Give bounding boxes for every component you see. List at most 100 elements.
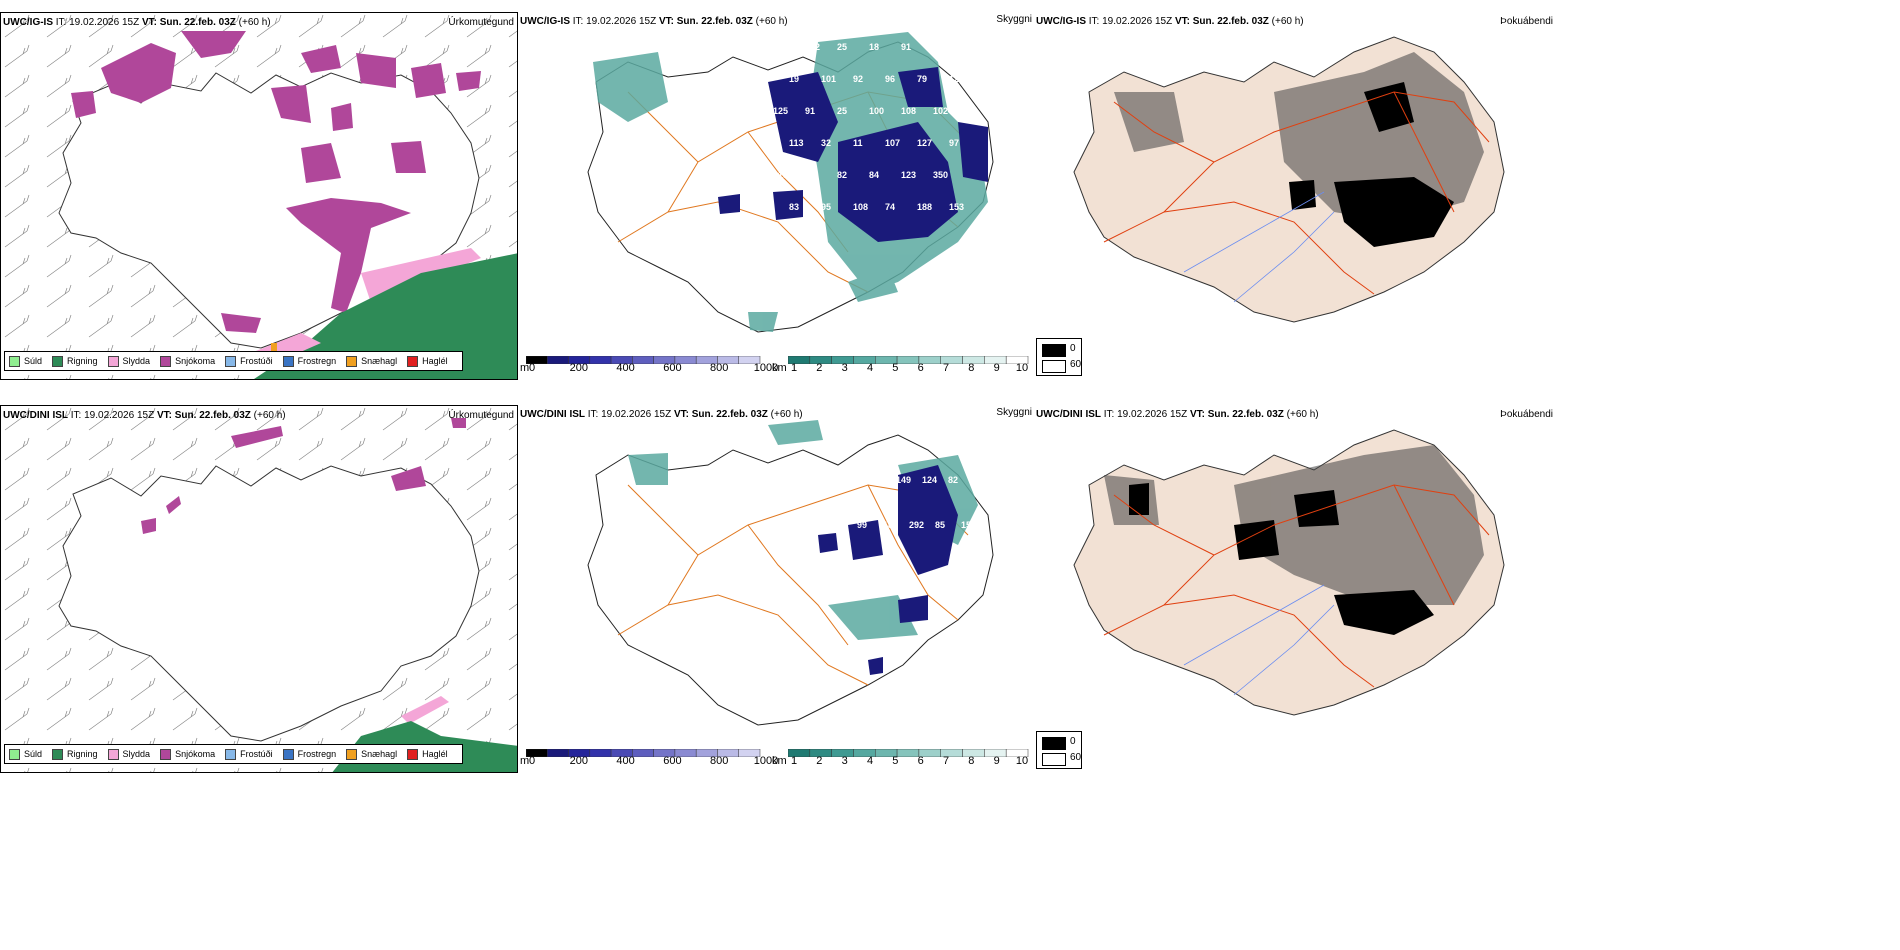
top-vis-map (587, 32, 994, 333)
visibility-height-label: 188 (917, 202, 933, 212)
visibility-height-label: 84 (869, 170, 880, 180)
colorbar-tick: 400 (616, 362, 635, 374)
visibility-height-label: 123 (901, 170, 917, 180)
top-fog-roads (1103, 91, 1490, 295)
visibility-height-label: 124 (922, 475, 938, 485)
colorbar-segment (1005, 749, 1029, 757)
top-rain-area (254, 253, 517, 379)
bottom-vis-height-colorbar: m 0 200 400 600 800 1000 (520, 749, 778, 771)
bottom-fog-legend: 0 60 (1036, 731, 1082, 769)
colorbar-segment (632, 356, 654, 364)
visibility-height-label: 74 (885, 202, 896, 212)
legend-item-slydda: Slydda (107, 748, 150, 760)
colorbar-segment (896, 356, 920, 364)
visibility-height-label: 34 (831, 520, 842, 530)
top-vis-header: UWC/IG-IS IT: 19.02.2026 15Z VT: Sun. 22… (520, 16, 788, 27)
visibility-height-label: 158 (961, 520, 977, 530)
top-precip-type-panel: UWC/IG-IS IT: 19.02.2026 15Z VT: Sun. 22… (0, 12, 518, 380)
colorbar-tick: 4 (866, 362, 874, 374)
top-precip-header: UWC/IG-IS IT: 19.02.2026 15Z VT: Sun. 22… (3, 17, 271, 28)
colorbar-tick: 800 (710, 755, 729, 767)
colorbar-tick: 10 (1015, 362, 1029, 374)
visibility-height-label: 107 (885, 138, 901, 148)
colorbar-tick: 0 (528, 362, 536, 374)
colorbar-tick: 5 (892, 362, 899, 374)
visibility-height-label: 82 (948, 475, 959, 485)
top-precip-title: Úrkomutegund (448, 17, 514, 28)
bottom-precip-type-panel: UWC/DINI ISL IT: 19.02.2026 15Z VT: Sun.… (0, 405, 518, 773)
visibility-height-label: 99 (857, 520, 868, 530)
colorbar-tick: 3 (841, 755, 848, 767)
visibility-height-label: 19 (789, 74, 800, 84)
colorbar-tick: 6 (917, 362, 924, 374)
visibility-height-label: 120 (949, 74, 965, 84)
colorbar-tick: 200 (569, 362, 588, 374)
colorbar-tick: 2 (816, 362, 823, 374)
colorbar-tick: 0 (528, 755, 536, 767)
colorbar-tick: 5 (892, 755, 899, 767)
visibility-height-label: 82 (837, 170, 848, 180)
visibility-height-label: 153 (949, 202, 965, 212)
visibility-height-label: 350 (933, 170, 949, 180)
visibility-height-label: 125 (773, 106, 789, 116)
legend-item-slydda: Slydda (107, 355, 150, 367)
visibility-height-label: 96 (885, 74, 896, 84)
top-fog-grey (1114, 52, 1484, 222)
visibility-height-label: 101 (821, 74, 837, 84)
colorbar-segment (632, 749, 654, 757)
bottom-fog-dense (1129, 483, 1434, 635)
legend-item-snaehagl: Snæhagl (346, 748, 397, 760)
bottom-precip-legend: Súld Rigning Slydda Snjókoma Frostúði Fr… (4, 744, 463, 764)
visibility-height-label: 25 (837, 42, 848, 52)
legend-item-frostudi: Frostúði (225, 355, 273, 367)
bottom-precip-title: Úrkomutegund (448, 410, 514, 421)
top-vis-title: Skyggni (996, 14, 1032, 25)
bottom-snow-areas (141, 418, 466, 534)
colorbar-tick: 9 (993, 755, 1000, 767)
visibility-height-label: 17 (773, 234, 784, 244)
top-snow-areas (71, 31, 481, 333)
bottom-fog-header: UWC/DINI ISL IT: 19.02.2026 15Z VT: Sun.… (1036, 409, 1319, 420)
colorbar-tick: 2 (816, 755, 823, 767)
bottom-fog-rivers (1183, 584, 1335, 696)
colorbar-segment (547, 749, 569, 757)
legend-item-rigning: Rigning (52, 355, 98, 367)
legend-item-frostregn: Frostregn (282, 355, 336, 367)
legend-item-snaehagl: Snæhagl (346, 355, 397, 367)
bottom-fog-title: Þokuábendi (1500, 409, 1553, 420)
colorbar-tick: 1000 (753, 755, 779, 767)
visibility-height-label: 11 (853, 138, 863, 148)
top-vis-height-colorbar: m 0 200 400 600 800 1000 (520, 356, 778, 378)
top-vis-km-colorbar: km 1 2 3 4 5 6 7 8 9 10 (772, 356, 1032, 378)
top-fog-header: UWC/IG-IS IT: 19.02.2026 15Z VT: Sun. 22… (1036, 16, 1304, 27)
visibility-height-label: 34 (805, 234, 816, 244)
colorbar-tick: 200 (569, 755, 588, 767)
visibility-height-label: 83 (818, 475, 829, 485)
legend-item-snjokoma: Snjókoma (160, 748, 215, 760)
visibility-height-label: 109 (870, 475, 886, 485)
colorbar-tick: 1 (790, 755, 798, 767)
visibility-height-label: 92 (853, 74, 864, 84)
bottom-precip-map (1, 406, 517, 772)
top-precip-legend: Súld Rigning Slydda Snjókoma Frostúði Fr… (4, 351, 463, 371)
visibility-height-label: 97 (949, 138, 960, 148)
visibility-height-label: 127 (917, 138, 933, 148)
colorbar-tick: 600 (663, 755, 682, 767)
colorbar-tick: 1000 (753, 362, 779, 374)
visibility-height-label: 313 (773, 170, 789, 180)
bottom-fog-panel: UWC/DINI ISL IT: 19.02.2026 15Z VT: Sun.… (1034, 405, 1556, 773)
colorbar-tick: 8 (968, 755, 975, 767)
visibility-height-label: 100 (869, 106, 885, 116)
colorbar-segment (589, 749, 612, 757)
top-fog-rivers (1183, 191, 1335, 303)
colorbar-tick: 1 (790, 362, 798, 374)
visibility-height-label: 142 (844, 565, 860, 575)
visibility-height-label: 108 (901, 106, 917, 116)
visibility-height-label: 85 (935, 520, 946, 530)
visibility-height-label: 87 (773, 42, 784, 52)
bottom-precip-coastline (58, 465, 480, 742)
colorbar-segment (547, 356, 569, 364)
top-precip-map (1, 13, 517, 379)
visibility-height-label: 122 (805, 42, 821, 52)
visibility-height-label: 75 (870, 565, 881, 575)
